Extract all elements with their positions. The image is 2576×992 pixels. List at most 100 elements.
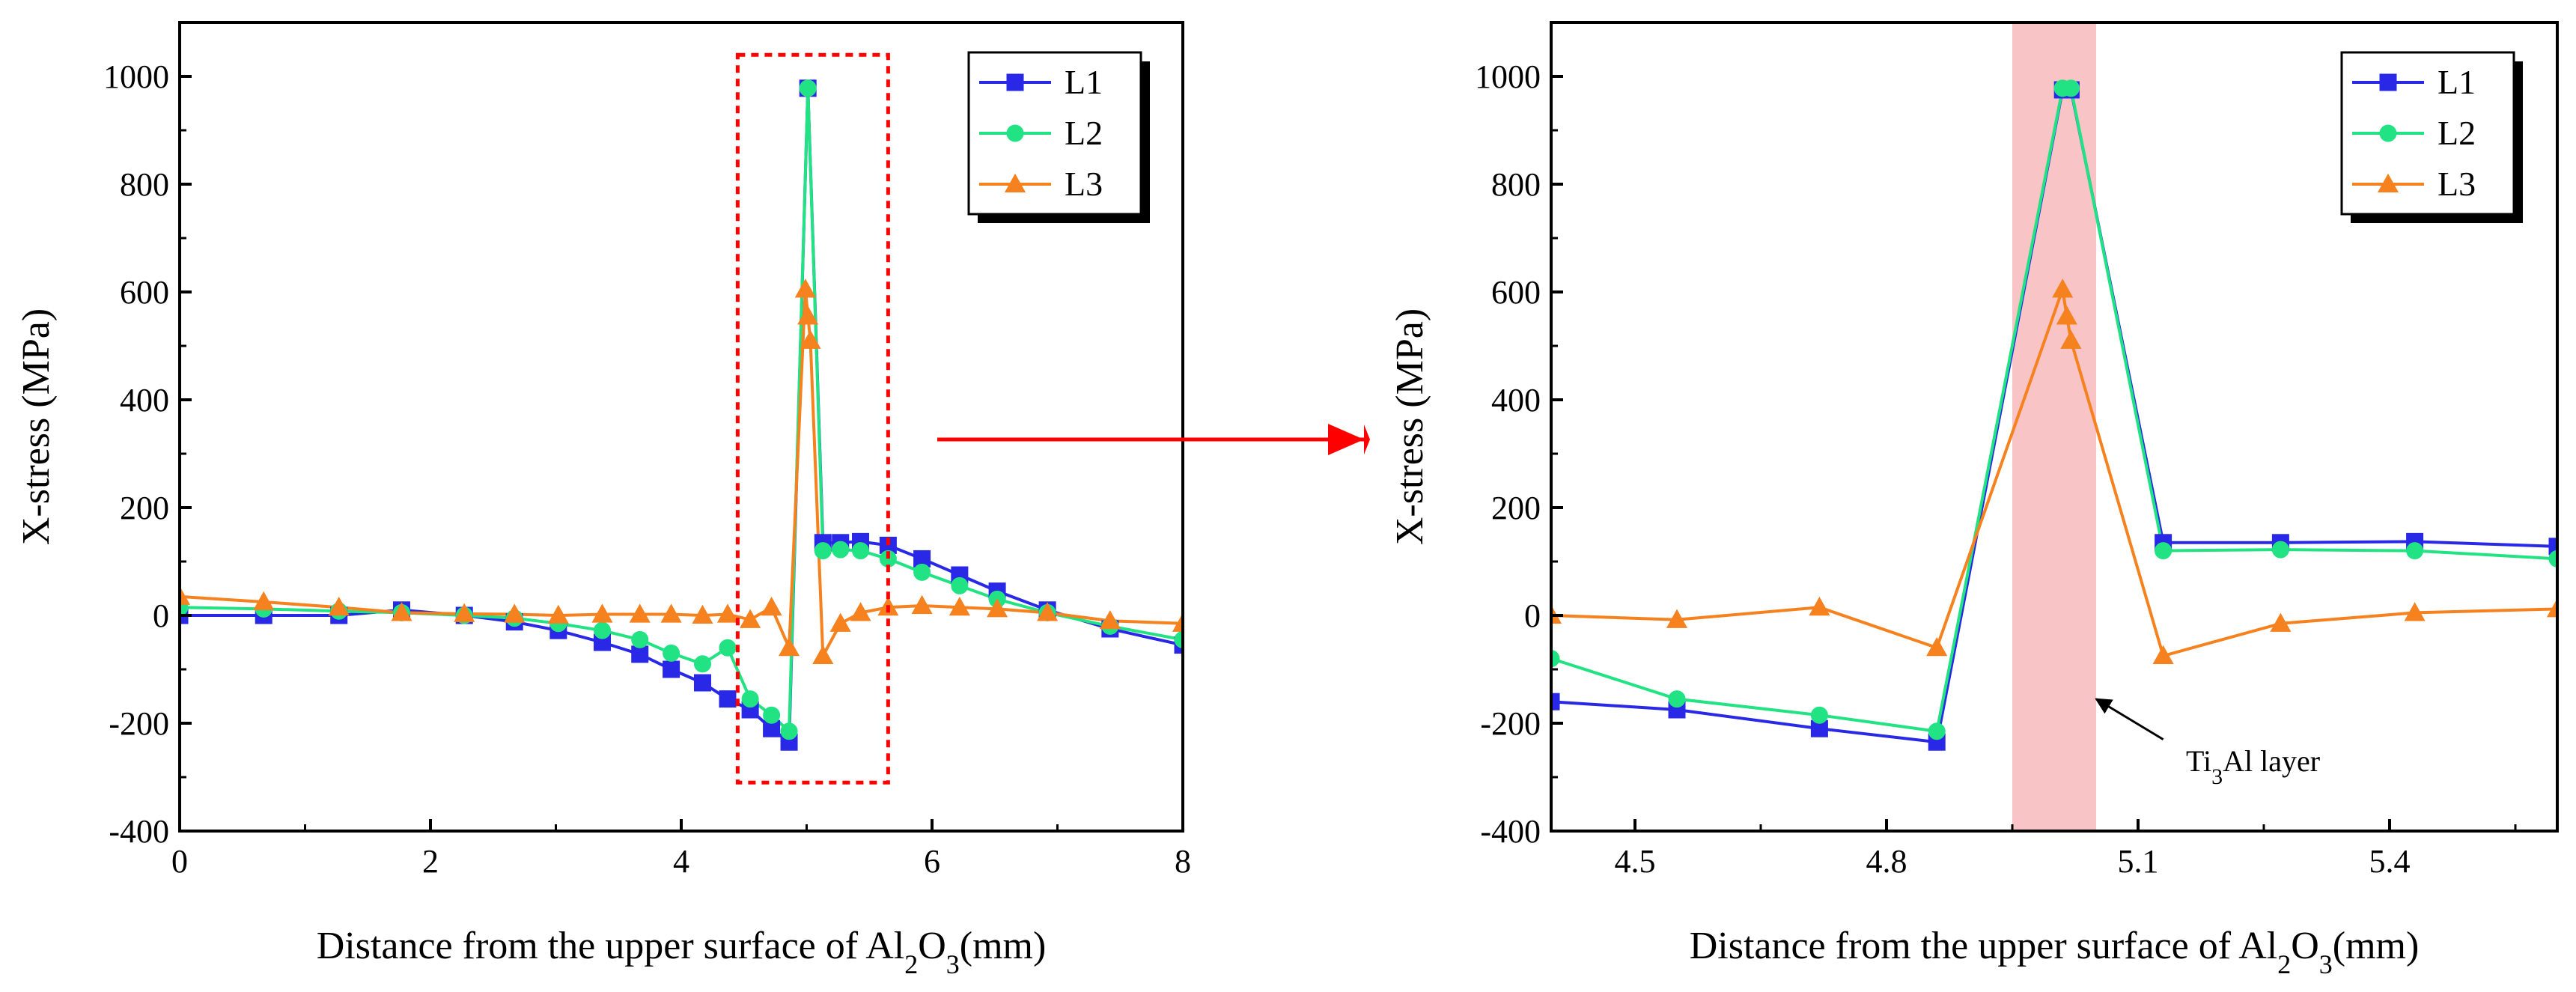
right-point-L3-2 <box>1809 596 1830 616</box>
left-point-L3-9 <box>660 603 682 623</box>
right-point-L3-6 <box>2060 329 2082 349</box>
right-plot-frame <box>1550 21 2559 833</box>
left-point-L3-4 <box>454 603 475 622</box>
left-x-axis-title: Distance from the upper surface of Al2O3… <box>317 925 1047 979</box>
left-point-L3-6 <box>547 604 569 624</box>
left-point-L3-25 <box>1037 602 1059 621</box>
annotation-arrow <box>2095 698 2164 740</box>
left-point-L3-18 <box>812 645 834 665</box>
right-point-L3-8 <box>2270 612 2292 632</box>
right-legend-marker-L1 <box>2379 73 2397 91</box>
left-x-title-sub1: 2 <box>904 949 918 979</box>
left-legend-label-L2: L2 <box>1065 114 1103 152</box>
left-x-tick-label-0: 0 <box>171 843 188 880</box>
right-y-tick-label-3: 200 <box>1491 490 1541 526</box>
left-point-L2-13 <box>763 706 781 724</box>
left-point-L2-7 <box>593 621 611 639</box>
left-legend-marker-L3 <box>1004 173 1026 193</box>
left-point-L1-8 <box>631 645 649 663</box>
right-y-tick-label-1: -200 <box>1480 705 1541 742</box>
right-point-L3-1 <box>1666 609 1688 628</box>
left-point-L3-15 <box>794 279 816 298</box>
annotation-suffix: Al layer <box>2223 744 2320 778</box>
left-y-axis-title: X-stress (MPa) <box>15 308 58 545</box>
left-y-tick-label-2: 0 <box>153 597 169 634</box>
right-point-L3-7 <box>2152 645 2174 665</box>
right-point-L3-4 <box>2052 279 2074 298</box>
left-x-title-suffix: (mm) <box>960 925 1047 967</box>
right-y-tick-label-2: 0 <box>1524 597 1541 634</box>
ti3al-shaded-band <box>2012 22 2096 831</box>
left-legend-label-L3: L3 <box>1065 165 1103 203</box>
right-point-L3-3 <box>1926 636 1948 657</box>
left-point-L3-11 <box>716 603 739 623</box>
left-point-L1-10 <box>693 674 711 692</box>
left-point-L3-13 <box>761 596 782 616</box>
left-point-L1-11 <box>719 690 737 708</box>
right-point-L2-9 <box>2548 550 2557 567</box>
left-x-title-mid: O <box>918 925 946 967</box>
right-point-L3-9 <box>2404 602 2426 621</box>
left-point-L3-23 <box>949 596 970 616</box>
left-point-L2-16 <box>814 542 832 560</box>
left-point-L2-10 <box>693 655 711 673</box>
left-point-L2-8 <box>631 630 649 648</box>
zoom-arrow-tip-outer <box>1328 424 1364 455</box>
left-point-L2-25 <box>1174 630 1183 648</box>
left-legend-marker-L1 <box>1006 73 1024 91</box>
left-point-L3-10 <box>692 604 713 624</box>
right-axes: -400 -200 0 200 400 600 800 1000 4.5 4.8 5.1 5.4 <box>1475 58 2517 880</box>
right-legend-marker-L3 <box>2377 173 2399 193</box>
left-point-L3-16 <box>797 305 819 325</box>
left-point-L3-0 <box>180 585 191 605</box>
left-point-L2-9 <box>663 644 680 662</box>
right-x-title-sub2: 3 <box>2319 949 2333 979</box>
left-point-L2-18 <box>852 542 870 560</box>
right-legend-marker-L2 <box>2379 124 2397 142</box>
left-point-L3-20 <box>850 602 871 621</box>
right-legend-label-L3: L3 <box>2438 165 2476 203</box>
right-point-L2-5 <box>2062 79 2080 97</box>
right-point-L2-1 <box>1668 690 1686 708</box>
right-y-tick-label-0: -400 <box>1480 813 1541 850</box>
right-x-title-prefix: Distance from the upper surface of Al <box>1690 925 2277 967</box>
right-x-tick-label-3: 5.4 <box>2369 843 2411 880</box>
left-point-L2-15 <box>799 79 817 97</box>
right-point-L1-0 <box>1551 693 1560 710</box>
zoom-arrow-tip <box>1364 425 1370 454</box>
right-y-tick-label-4: 400 <box>1491 382 1541 419</box>
left-series-line-L3 <box>180 289 1183 662</box>
left-point-L2-11 <box>719 639 737 657</box>
right-x-tick-label-1: 4.8 <box>1866 843 1907 880</box>
right-point-L2-2 <box>1810 706 1828 724</box>
right-x-title-suffix: (mm) <box>2333 925 2420 967</box>
left-y-tick-label-0: -400 <box>109 813 169 850</box>
right-x-tick-label-0: 4.5 <box>1615 843 1656 880</box>
left-legend: L1 L2 L3 <box>967 51 1150 223</box>
left-point-L2-20 <box>913 563 931 581</box>
ti3al-annotation: Ti3Al layer <box>2095 698 2320 789</box>
left-y-tick-label-4: 400 <box>120 382 169 419</box>
left-point-L1-9 <box>663 660 680 678</box>
right-y-tick-label-5: 600 <box>1491 274 1541 311</box>
right-point-L2-8 <box>2406 542 2424 560</box>
left-point-L3-27 <box>1172 612 1183 632</box>
left-axes: -400 -200 0 200 400 600 800 1000 0 2 4 6 8 <box>103 58 1191 880</box>
left-point-L3-17 <box>800 329 821 349</box>
left-x-tick-label-1: 2 <box>422 843 439 880</box>
left-y-tick-label-1: -200 <box>109 705 169 742</box>
left-y-tick-label-5: 600 <box>120 274 169 311</box>
left-y-tick-label-6: 800 <box>120 166 169 203</box>
left-point-L3-26 <box>1099 609 1121 630</box>
left-point-L3-3 <box>391 602 412 621</box>
right-legend-label-L1: L1 <box>2438 63 2476 101</box>
left-point-L3-5 <box>504 603 526 623</box>
zoom-region-box <box>735 52 890 785</box>
right-point-L1-9 <box>2548 538 2557 556</box>
right-point-L2-7 <box>2271 541 2289 559</box>
right-y-tick-label-7: 1000 <box>1475 58 1541 95</box>
right-point-L3-10 <box>2546 598 2557 618</box>
right-point-L2-6 <box>2155 542 2172 560</box>
left-point-L3-12 <box>740 609 761 628</box>
